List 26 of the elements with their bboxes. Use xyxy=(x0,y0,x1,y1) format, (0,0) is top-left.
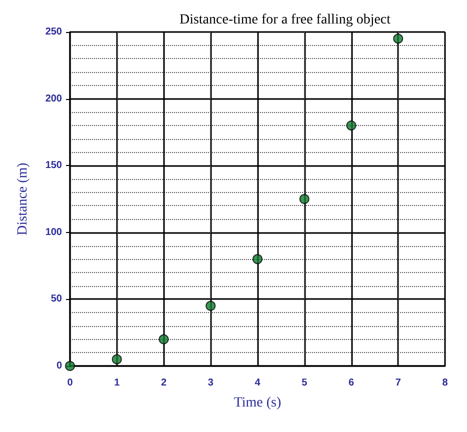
x-tick-label: 0 xyxy=(67,378,74,388)
x-tick-label: 1 xyxy=(114,378,120,388)
x-tick-label: 2 xyxy=(160,378,167,388)
x-tick-label: 3 xyxy=(208,378,214,388)
point xyxy=(252,254,262,264)
y-tick-label: 0 xyxy=(56,360,62,372)
x-tick-label: 6 xyxy=(348,378,354,388)
chart-title: Distance-time for a free falling object xyxy=(179,12,391,28)
x-tick-label: 5 xyxy=(302,378,308,388)
point xyxy=(299,194,310,204)
point xyxy=(158,334,169,344)
y-axis-title: Distance (m) xyxy=(16,162,30,236)
point xyxy=(346,120,356,131)
y-tick-label: 100 xyxy=(45,226,62,238)
point xyxy=(206,300,216,311)
point xyxy=(65,361,75,371)
y-tick-label: 150 xyxy=(45,160,62,172)
y-tick-label: 250 xyxy=(45,26,62,38)
x-axis-title: Time (s) xyxy=(234,396,282,410)
x-tick-label: 8 xyxy=(442,378,448,388)
y-tick-label: 200 xyxy=(45,93,62,104)
x-tick-label: 4 xyxy=(254,378,261,388)
point xyxy=(393,34,404,44)
x-tick-label: 7 xyxy=(395,378,402,388)
point xyxy=(112,354,122,364)
y-tick-label: 50 xyxy=(50,294,62,305)
